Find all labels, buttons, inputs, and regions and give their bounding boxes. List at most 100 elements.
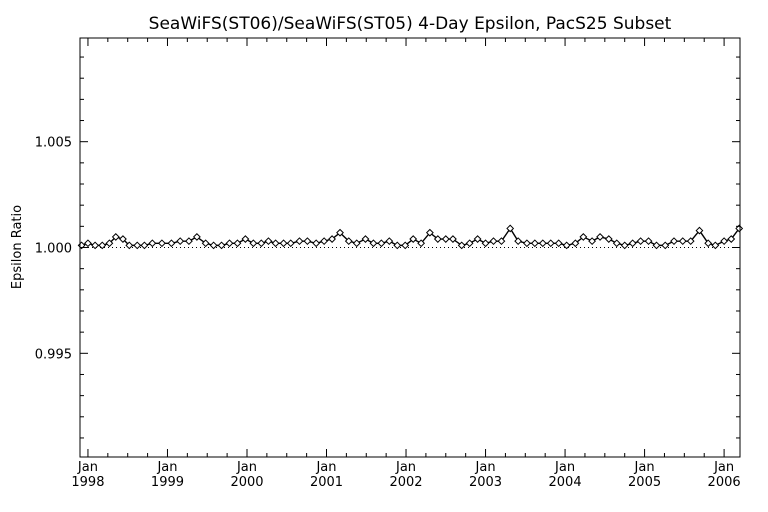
- data-point-marker: [241, 235, 250, 243]
- data-point-marker: [295, 237, 304, 246]
- x-axis: Jan1998Jan1999Jan2000Jan2001Jan2002Jan20…: [71, 38, 741, 490]
- data-point-marker: [271, 239, 280, 248]
- x-tick-month-label: Jan: [315, 460, 336, 475]
- data-point-marker: [225, 239, 234, 248]
- data-point-marker: [201, 239, 210, 248]
- data-point-marker: [720, 237, 729, 246]
- data-point-marker: [538, 239, 547, 248]
- data-point-marker: [125, 241, 134, 250]
- data-point-marker: [441, 235, 450, 243]
- data-point-marker: [133, 241, 142, 250]
- x-tick-month-label: Jan: [395, 460, 416, 475]
- x-tick-month-label: Jan: [77, 460, 98, 475]
- data-point-marker: [336, 228, 344, 237]
- data-point-marker: [409, 235, 418, 243]
- data-point-marker: [249, 239, 258, 248]
- y-tick-label: 1.005: [35, 136, 72, 151]
- plot-layer: [77, 224, 744, 250]
- data-point-marker: [233, 239, 242, 248]
- x-tick-year-label: 2003: [469, 475, 502, 490]
- x-tick-year-label: 2001: [310, 475, 343, 490]
- data-point-marker: [167, 239, 176, 248]
- x-tick-month-label: Jan: [554, 460, 575, 475]
- data-point-marker: [417, 239, 426, 248]
- data-point-marker: [644, 237, 653, 246]
- data-point-marker: [111, 233, 120, 241]
- data-point-marker: [157, 239, 166, 248]
- chart-title: SeaWiFS(ST06)/SeaWiFS(ST05) 4-Day Epsilo…: [149, 14, 672, 34]
- data-point-marker: [571, 239, 580, 248]
- data-point-marker: [279, 239, 288, 248]
- data-point-marker: [670, 237, 678, 246]
- data-point-marker: [704, 239, 713, 248]
- data-point-marker: [678, 237, 687, 246]
- data-point-marker: [425, 228, 434, 237]
- data-point-marker: [465, 239, 474, 248]
- data-point-marker: [514, 237, 523, 246]
- x-tick-month-label: Jan: [236, 460, 257, 475]
- data-point-marker: [217, 241, 226, 250]
- x-tick-year-label: 2006: [708, 475, 741, 490]
- data-point-marker: [192, 233, 201, 241]
- data-point-marker: [209, 241, 218, 250]
- data-point-marker: [522, 239, 531, 248]
- data-point-marker: [695, 226, 704, 235]
- x-tick-month-label: Jan: [156, 460, 177, 475]
- data-point-marker: [312, 239, 321, 248]
- y-tick-label: 1.000: [35, 242, 72, 257]
- data-point-marker: [393, 241, 402, 250]
- data-point-marker: [148, 239, 157, 248]
- data-point-marker: [604, 235, 613, 243]
- x-tick-month-label: Jan: [713, 460, 734, 475]
- data-point-marker: [588, 237, 597, 246]
- data-point-marker: [98, 241, 107, 250]
- data-point-marker: [497, 237, 506, 246]
- y-axis: 0.995 1.000 1.005: [35, 56, 740, 439]
- plot-frame: [79, 37, 741, 458]
- data-point-marker: [596, 233, 604, 241]
- data-point-marker: [433, 235, 442, 243]
- data-point-marker: [579, 233, 588, 241]
- data-point-marker: [176, 237, 185, 246]
- data-point-marker: [185, 237, 193, 246]
- x-tick-year-label: 1998: [71, 475, 104, 490]
- data-point-marker: [401, 241, 410, 250]
- data-point-marker: [320, 237, 329, 246]
- data-point-marker: [385, 237, 394, 246]
- data-point-marker: [636, 237, 645, 246]
- data-point-marker: [328, 235, 336, 243]
- data-point-marker: [361, 235, 370, 243]
- data-point-marker: [628, 239, 637, 248]
- data-point-marker: [661, 241, 670, 250]
- data-point-marker: [473, 235, 482, 243]
- data-point-marker: [449, 235, 457, 243]
- data-point-marker: [686, 237, 695, 246]
- x-tick-year-label: 1999: [151, 475, 184, 490]
- data-point-marker: [457, 241, 466, 250]
- data-point-marker: [344, 237, 353, 246]
- x-tick-month-label: Jan: [634, 460, 655, 475]
- x-tick-year-label: 2004: [549, 475, 582, 490]
- data-point-marker: [286, 239, 295, 248]
- data-point-marker: [530, 239, 539, 248]
- x-tick-year-label: 2005: [628, 475, 661, 490]
- data-point-marker: [652, 241, 661, 250]
- x-tick-year-label: 2002: [389, 475, 422, 490]
- data-point-marker: [257, 239, 266, 248]
- data-point-marker: [546, 239, 555, 248]
- data-point-marker: [369, 239, 378, 248]
- data-point-marker: [554, 239, 563, 248]
- data-point-marker: [735, 224, 744, 233]
- data-point-marker: [481, 239, 490, 248]
- data-point-marker: [620, 241, 629, 250]
- data-point-marker: [612, 239, 621, 248]
- data-point-marker: [140, 241, 149, 250]
- data-point-marker: [105, 239, 114, 248]
- x-tick-year-label: 2000: [230, 475, 263, 490]
- y-axis-label: Epsilon Ratio: [10, 205, 25, 289]
- data-point-marker: [489, 237, 498, 246]
- data-point-marker: [506, 224, 515, 233]
- data-point-marker: [562, 241, 571, 250]
